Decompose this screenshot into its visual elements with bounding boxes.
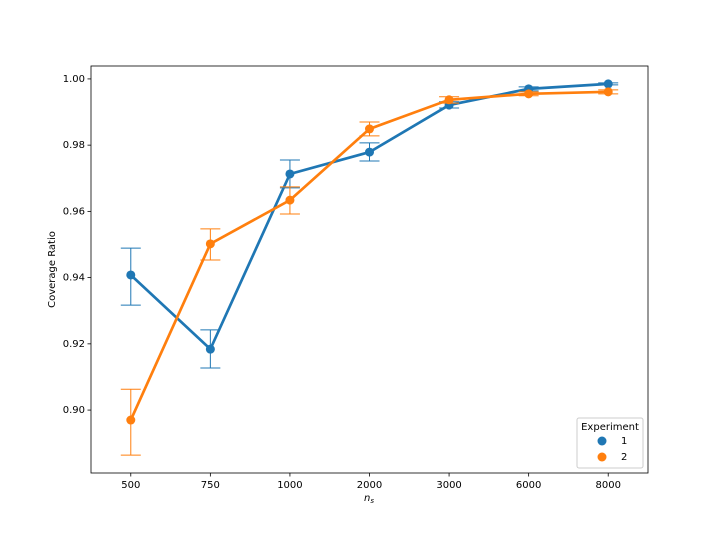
y-tick-label: 0.96 [63, 206, 85, 217]
x-tick-label: 500 [121, 480, 140, 491]
point [524, 89, 534, 99]
x-axis-label-base: n [364, 493, 370, 504]
point [365, 147, 374, 157]
point [444, 95, 454, 105]
point [205, 344, 215, 354]
x-tick-label: 2000 [357, 480, 382, 491]
x-tick-label: 750 [201, 480, 220, 491]
legend-box [576, 417, 644, 469]
x-tick-label: 1000 [277, 480, 302, 491]
x-axis-label-sub: s [370, 497, 374, 505]
point [205, 239, 215, 249]
x-axis-label: ns [364, 493, 374, 505]
x-tick-label: 8000 [595, 480, 620, 491]
y-tick-label: 1.00 [63, 74, 85, 85]
point [126, 415, 136, 425]
point [126, 270, 136, 280]
legend-marker [597, 436, 607, 446]
legend-title: Experiment [581, 422, 639, 433]
point [603, 87, 613, 97]
x-tick-label: 6000 [516, 480, 541, 491]
y-axis-label: Coverage Ratio [47, 231, 58, 308]
y-tick-label: 0.92 [63, 339, 85, 350]
legend-label: 2 [621, 452, 627, 463]
x-tick-label: 3000 [436, 480, 461, 491]
point [285, 195, 295, 205]
point [285, 169, 295, 179]
point [603, 79, 613, 89]
point [365, 124, 374, 134]
legend-marker [597, 452, 607, 462]
y-tick-label: 0.98 [63, 140, 85, 151]
legend-label: 1 [621, 436, 627, 447]
y-tick-label: 0.94 [63, 273, 85, 284]
y-tick-label: 0.90 [63, 405, 85, 416]
